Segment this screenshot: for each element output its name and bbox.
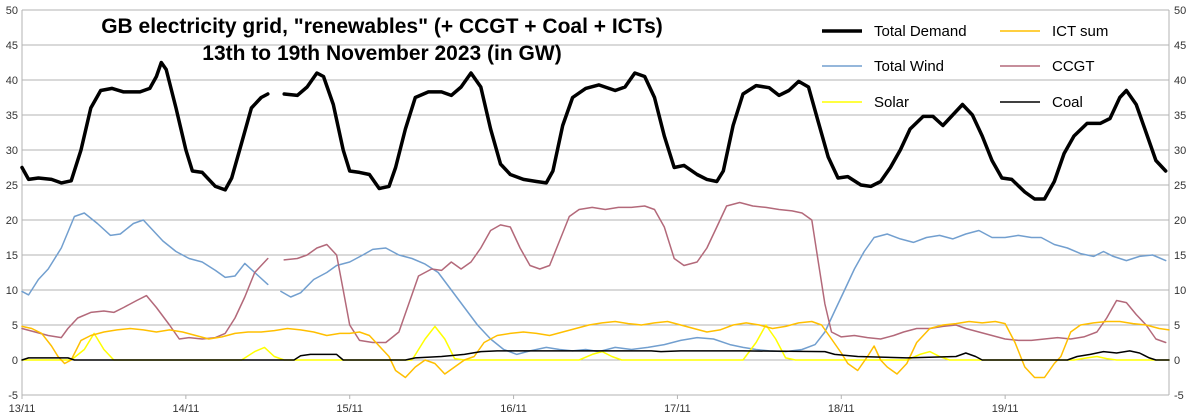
y-tick-label-right: 40 — [1174, 75, 1186, 87]
y-tick-label-right: 35 — [1174, 110, 1186, 122]
y-tick-label-right: 30 — [1174, 145, 1186, 157]
legend-label-total-wind: Total Wind — [874, 58, 944, 75]
y-tick-label-left: 40 — [6, 75, 18, 87]
y-tick-label-left: 35 — [6, 110, 18, 122]
legend-label-ict-sum: ICT sum — [1052, 23, 1108, 40]
y-tick-label-left: -5 — [8, 390, 18, 402]
y-tick-label-left: 20 — [6, 215, 18, 227]
legend-label-total-demand: Total Demand — [874, 23, 967, 40]
x-tick-label: 14/11 — [172, 403, 199, 415]
y-tick-label-left: 25 — [6, 180, 18, 192]
x-tick-label: 16/11 — [500, 403, 527, 415]
legend-label-solar: Solar — [874, 94, 909, 111]
y-tick-label-left: 50 — [6, 5, 18, 17]
y-tick-label-right: 20 — [1174, 215, 1186, 227]
series-line-total-demand — [20, 60, 1168, 201]
x-tick-label: 17/11 — [664, 403, 691, 415]
y-tick-label-right: -5 — [1174, 390, 1184, 402]
y-tick-label-left: 0 — [12, 355, 18, 367]
y-tick-label-right: 45 — [1174, 40, 1186, 52]
y-tick-label-right: 0 — [1174, 355, 1180, 367]
y-tick-label-right: 5 — [1174, 320, 1180, 332]
y-tick-label-left: 15 — [6, 250, 18, 262]
y-tick-label-right: 15 — [1174, 250, 1186, 262]
chart-title: GB electricity grid, "renewables" (+ CCG… — [101, 15, 663, 38]
y-tick-label-right: 25 — [1174, 180, 1186, 192]
legend-label-coal: Coal — [1052, 94, 1083, 111]
y-tick-label-left: 45 — [6, 40, 18, 52]
axes: -5 -5 0 0 5 5 10 10 15 15 20 20 25 25 30 30 35 35 40 40 45 45… — [6, 5, 1187, 415]
series-layer — [20, 60, 1170, 379]
series-line-total-wind — [21, 212, 1167, 356]
x-tick-label: 13/11 — [9, 403, 36, 415]
title-block: GB electricity grid, "renewables" (+ CCG… — [101, 15, 663, 65]
series-line-coal — [21, 350, 1170, 361]
y-tick-label-left: 5 — [12, 320, 18, 332]
series-line-ict-sum — [21, 320, 1170, 379]
x-tick-label: 18/11 — [828, 403, 855, 415]
y-tick-label-right: 50 — [1174, 5, 1186, 17]
chart-subtitle: 13th to 19th November 2023 (in GW) — [202, 42, 561, 65]
y-tick-label-right: 10 — [1174, 285, 1186, 297]
y-tick-label-left: 30 — [6, 145, 18, 157]
legend: Total Demand ICT sum Total Wind CCGT Solar Co… — [822, 23, 1108, 111]
y-tick-label-left: 10 — [6, 285, 18, 297]
x-tick-label: 15/11 — [336, 403, 363, 415]
legend-label-ccgt: CCGT — [1052, 58, 1095, 75]
x-tick-label: 19/11 — [992, 403, 1019, 415]
grid — [22, 9, 1169, 396]
